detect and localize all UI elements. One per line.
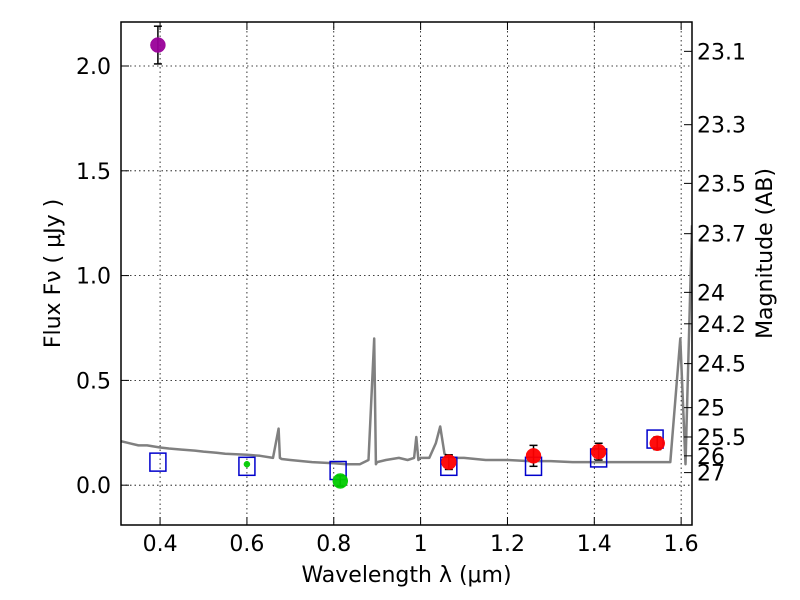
x-tick-label: 1.4 [577, 532, 612, 557]
plot-frame [120, 21, 693, 526]
y2-tick-label: 25.5 [697, 426, 746, 451]
x-tick-label: 0.4 [143, 532, 178, 557]
y2-tick-label: 26 [697, 445, 725, 470]
observed-photometry-point [525, 448, 542, 464]
y2-tick-label: 23.7 [697, 223, 746, 248]
observed-photometry-point [441, 454, 457, 470]
y2-tick-label: 23.5 [697, 172, 746, 197]
observed-photometry-point [590, 443, 607, 460]
x-tick-label: 0.8 [316, 532, 351, 557]
y2-axis-label: Magnitude (AB) [753, 168, 778, 339]
y2-tick-label: 27 [697, 462, 725, 487]
y-axis-label: Flux Fν ( μJy ) [41, 199, 66, 348]
y2-tick-label: 24.5 [697, 353, 746, 378]
plot-area [121, 25, 692, 489]
grid [121, 22, 692, 525]
observed-photometry-point [332, 473, 349, 489]
model-spectrum-line [121, 225, 692, 466]
y-tick-label: 0.5 [76, 369, 111, 394]
observed-photometry-point [150, 37, 166, 53]
y2-tick-label: 23.1 [697, 40, 746, 65]
y-tick-label: 1.0 [76, 265, 111, 290]
y2-tick-label: 23.3 [697, 114, 746, 139]
axis-ticks: 0.4 0.6 0.8 1 1.2 1.4 1.6 0.0 0.5 1.0 1.5 2.0 23.1 23… [76, 22, 746, 557]
observed-photometry-point [649, 435, 666, 452]
model-photometry-square [149, 452, 167, 472]
model-photometry-square [238, 456, 256, 477]
x-tick-label: 1 [414, 532, 428, 557]
y2-tick-label: 24 [697, 281, 725, 306]
y2-tick-label: 24.2 [697, 313, 746, 338]
x-tick-label: 0.6 [229, 532, 264, 557]
x-tick-label: 1.6 [664, 532, 699, 557]
y2-tick-label: 25 [697, 397, 725, 422]
y-tick-label: 1.5 [76, 160, 111, 185]
x-axis-label: Wavelength λ (μm) [301, 563, 511, 588]
observed-photometry-point [243, 460, 251, 468]
x-tick-label: 1.2 [490, 532, 525, 557]
y-tick-label: 2.0 [76, 55, 111, 80]
y-tick-label: 0.0 [76, 474, 111, 499]
